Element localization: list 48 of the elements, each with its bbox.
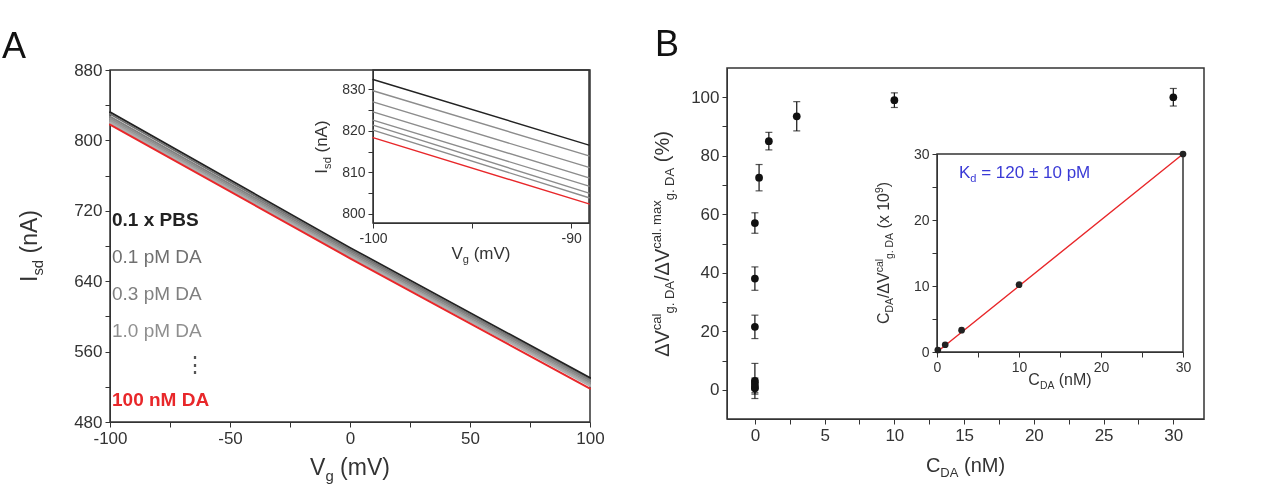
annotation: ⋮ [183, 351, 207, 379]
chart-title: A [2, 25, 27, 66]
chart-title: B [655, 23, 680, 64]
y-tick-label: 40 [700, 263, 720, 283]
x-axis-title: V$_{g}$ (mV) [310, 454, 390, 484]
x-axis-title: C$_{DA}$ (nM) [1028, 371, 1092, 392]
y-tick-label: 560 [74, 342, 103, 362]
x-axis-title: V$_{g}$ (mV) [451, 244, 511, 266]
x-tick-label: 25 [1094, 425, 1114, 445]
y-tick-label: 0 [921, 343, 930, 360]
y-tick-label: 20 [913, 211, 930, 228]
x-tick-label: -90 [561, 229, 582, 246]
y-tick-label: 10 [913, 277, 930, 294]
text: 0.3 pM DA [112, 282, 203, 306]
y-tick-label: 640 [74, 271, 103, 291]
y-tick-label: 60 [700, 204, 720, 224]
x-tick-label: 20 [1024, 425, 1044, 445]
y-tick-label: 20 [700, 321, 720, 341]
text: 100 nM DA [112, 388, 210, 412]
y-tick-label: 830 [342, 80, 366, 97]
text: 0.1 x PBS [112, 208, 200, 232]
y-tick-label: 880 [74, 60, 103, 80]
y-tick-label: 810 [342, 163, 366, 180]
x-tick-label: -100 [359, 229, 388, 246]
x-tick-label: 0 [933, 358, 942, 375]
y-tick-label: 30 [913, 145, 930, 162]
x-tick-label: -50 [218, 428, 243, 448]
y-tick-label: 800 [74, 130, 103, 150]
y-tick-label: 100 [691, 87, 720, 107]
x-tick-label: 10 [885, 425, 905, 445]
text: 1.0 pM DA [112, 319, 203, 343]
x-tick-label: 15 [955, 425, 975, 445]
y-tick-label: 80 [700, 146, 720, 166]
x-tick-label: 5 [820, 425, 830, 445]
x-tick-label: 10 [1011, 358, 1028, 375]
x-tick-label: 0 [750, 425, 761, 445]
x-tick-label: 30 [1175, 358, 1192, 375]
y-tick-label: 820 [342, 122, 366, 139]
x-tick-label: 30 [1164, 425, 1184, 445]
text: 0.1 pM DA [112, 245, 203, 269]
x-axis-title: C$_{DA}$ (nM) [925, 454, 1006, 480]
y-tick-label: 720 [74, 201, 103, 221]
y-tick-label: 0 [710, 380, 720, 400]
annotation: K$_{d}$ = 120 ± 10 pM [959, 163, 1091, 185]
x-tick-label: 100 [576, 428, 605, 448]
x-tick-label: 50 [461, 428, 480, 448]
x-tick-label: 20 [1093, 358, 1110, 375]
y-tick-label: 800 [342, 205, 366, 222]
